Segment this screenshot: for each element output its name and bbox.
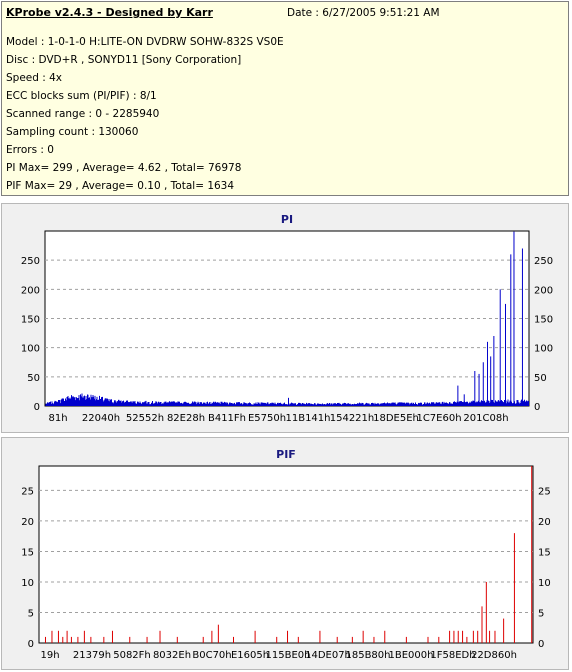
x-tick-label: 8032Eh: [153, 650, 191, 661]
app-title: KProbe v2.4.3 - Designed by Karr: [6, 6, 213, 19]
chart-title: PIF: [276, 448, 296, 461]
y-tick-label-right: 15: [538, 547, 551, 558]
y-tick-label-left: 5: [28, 608, 34, 619]
x-tick-label: 82E28h: [167, 413, 205, 424]
info-ecc: ECC blocks sum (PI/PIF) : 8/1: [6, 90, 157, 102]
info-model: Model : 1-0-1-0 H:LITE-ON DVDRW SOHW-832…: [6, 36, 284, 48]
y-tick-label-right: 10: [538, 578, 551, 589]
y-tick-label-left: 50: [27, 373, 40, 384]
y-tick-label-right: 20: [538, 517, 551, 528]
x-tick-label: 18DE5Eh: [373, 413, 419, 424]
x-tick-label: E1605h: [231, 650, 269, 661]
x-tick-label: 19h: [40, 650, 59, 661]
y-tick-label-right: 0: [538, 639, 544, 650]
x-tick-label: 22D860h: [471, 650, 517, 661]
info-errors: Errors : 0: [6, 144, 54, 156]
y-tick-label-right: 25: [538, 486, 551, 497]
x-tick-label: 185B80h: [345, 650, 390, 661]
y-tick-label-left: 200: [21, 285, 40, 296]
x-tick-label: 81h: [48, 413, 67, 424]
pif-chart: PIF 0 0 5 5 10 10 15 15 20 20 25 25 19h 21379h 5082Fh 80…: [21, 448, 551, 661]
pi-chart: PI 0 0 50 50 100 100 150 150 200 200 250 250 81h 22040…: [21, 213, 553, 424]
y-tick-label-right: 5: [538, 608, 544, 619]
info-pif-stats: PIF Max= 29 , Average= 0.10 , Total= 163…: [6, 180, 235, 192]
x-tick-label: 1C7E60h: [416, 413, 461, 424]
pi-chart-panel: PI 0 0 50 50 100 100 150 150 200 200 250 250 81h 22040…: [1, 203, 569, 433]
y-tick-label-right: 250: [534, 256, 553, 267]
y-tick-label-left: 20: [21, 517, 34, 528]
y-tick-label-left: 10: [21, 578, 34, 589]
x-tick-label: 154221h: [330, 413, 375, 424]
y-tick-label-left: 0: [34, 402, 40, 413]
x-tick-label: 5082Fh: [113, 650, 151, 661]
y-tick-label-left: 25: [21, 486, 34, 497]
x-tick-label: 22040h: [82, 413, 120, 424]
y-tick-label-left: 250: [21, 256, 40, 267]
y-tick-label-left: 100: [21, 344, 40, 355]
x-tick-label: 1BE000h: [389, 650, 434, 661]
x-tick-label: B411Fh: [208, 413, 246, 424]
info-sampling: Sampling count : 130060: [6, 126, 139, 138]
plot-area: [38, 465, 534, 644]
y-tick-label-right: 100: [534, 344, 553, 355]
y-tick-label-left: 0: [28, 639, 34, 650]
y-tick-label-left: 15: [21, 547, 34, 558]
x-tick-label: 52552h: [126, 413, 164, 424]
x-tick-label: 11B141h: [285, 413, 330, 424]
info-speed: Speed : 4x: [6, 72, 63, 84]
x-tick-label: 115BE0h: [266, 650, 311, 661]
x-tick-label: 21379h: [73, 650, 111, 661]
series-bars: [45, 231, 529, 406]
x-tick-label: B0C70h: [192, 650, 231, 661]
info-pi-stats: PI Max= 299 , Average= 4.62 , Total= 769…: [6, 162, 242, 174]
x-tick-label: 1F58EDh: [430, 650, 475, 661]
info-disc: Disc : DVD+R , SONYD11 [Sony Corporation…: [6, 54, 242, 66]
y-tick-label-right: 150: [534, 315, 553, 326]
x-tick-label: 14DE07h: [305, 650, 351, 661]
y-tick-label-right: 200: [534, 285, 553, 296]
x-tick-label: 201C08h: [463, 413, 508, 424]
info-range: Scanned range : 0 - 2285940: [6, 108, 160, 120]
chart-title: PI: [281, 213, 293, 226]
y-tick-label-left: 150: [21, 315, 40, 326]
x-tick-label: E5750h: [248, 413, 286, 424]
y-tick-label-right: 0: [534, 402, 540, 413]
y-tick-label-right: 50: [534, 373, 547, 384]
pif-chart-panel: PIF 0 0 5 5 10 10 15 15 20 20 25 25 19h 21379h 5082Fh 80…: [1, 437, 569, 670]
scan-date: Date : 6/27/2005 9:51:21 AM: [287, 7, 440, 19]
series-bars: [44, 466, 533, 643]
info-panel: KProbe v2.4.3 - Designed by Karr Date : …: [1, 1, 569, 196]
